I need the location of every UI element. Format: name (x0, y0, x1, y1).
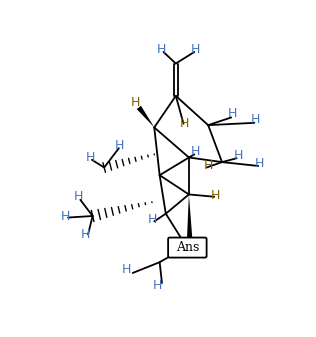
Text: H: H (61, 210, 70, 222)
Text: H: H (153, 279, 162, 292)
Text: H: H (255, 157, 264, 170)
Text: H: H (191, 145, 201, 158)
Text: H: H (131, 96, 140, 109)
Text: H: H (122, 264, 131, 276)
Text: H: H (251, 113, 261, 126)
Text: H: H (204, 159, 213, 172)
Text: H: H (227, 107, 237, 120)
FancyBboxPatch shape (168, 238, 207, 257)
Polygon shape (187, 194, 192, 239)
Text: H: H (191, 43, 201, 56)
Text: H: H (148, 213, 157, 226)
Text: Ans: Ans (176, 241, 199, 254)
Text: H: H (115, 139, 124, 152)
Text: H: H (80, 228, 90, 241)
Text: H: H (156, 43, 166, 56)
Text: H: H (211, 189, 221, 203)
Text: H: H (234, 149, 243, 162)
Polygon shape (137, 106, 154, 127)
Text: H: H (86, 151, 95, 164)
Text: H: H (179, 117, 189, 130)
Text: H: H (74, 190, 83, 203)
